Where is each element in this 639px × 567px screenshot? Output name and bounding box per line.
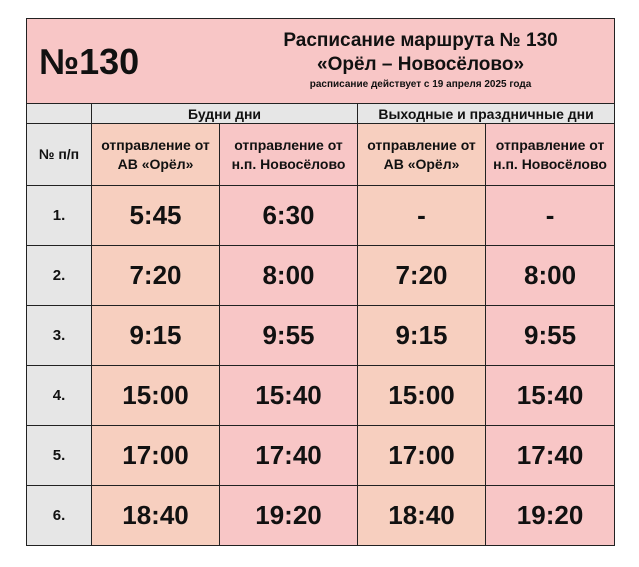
- group-weekends: Выходные и праздничные дни: [356, 103, 616, 124]
- departure-time: 15:40: [219, 365, 358, 426]
- departure-time: 15:40: [484, 365, 616, 426]
- row-number: 6.: [26, 485, 92, 546]
- departure-time: -: [357, 185, 486, 246]
- departure-time: 7:20: [357, 245, 486, 306]
- table-row: 4. 15:00 15:40 15:00 15:40: [26, 365, 616, 426]
- row-number: 2.: [26, 245, 92, 306]
- title-block: №130 Расписание маршрута № 130 «Орёл – Н…: [25, 18, 616, 104]
- departure-time: 9:55: [219, 305, 358, 366]
- departure-time: 18:40: [91, 485, 220, 546]
- row-number: 1.: [26, 185, 92, 246]
- row-number: 5.: [26, 425, 92, 486]
- column-header: отправление от АВ «Орёл»: [91, 123, 220, 186]
- row-number: 4.: [26, 365, 92, 426]
- departure-time: 8:00: [219, 245, 358, 306]
- departure-time: 7:20: [91, 245, 220, 306]
- departure-time: 15:00: [91, 365, 220, 426]
- route-badge: №130: [39, 41, 140, 82]
- departure-time: 17:00: [91, 425, 220, 486]
- table-row: 3. 9:15 9:55 9:15 9:55: [26, 305, 616, 366]
- table-row: 6. 18:40 19:20 18:40 19:20: [26, 485, 616, 546]
- num-header: № п/п: [26, 123, 92, 186]
- departure-time: 18:40: [357, 485, 486, 546]
- departure-time: 17:40: [484, 425, 616, 486]
- departure-time: 15:00: [357, 365, 486, 426]
- schedule-title: Расписание маршрута № 130: [283, 30, 558, 51]
- effective-date: расписание действует с 19 апреля 2025 го…: [309, 79, 532, 90]
- schedule-table: №130 Расписание маршрута № 130 «Орёл – Н…: [25, 18, 616, 546]
- route-name: «Орёл – Новосёлово»: [317, 54, 525, 75]
- departure-time: 19:20: [219, 485, 358, 546]
- blank-cell: [26, 103, 92, 124]
- departure-time: -: [484, 185, 616, 246]
- table-row: 5. 17:00 17:40 17:00 17:40: [26, 425, 616, 486]
- departure-time: 17:40: [219, 425, 358, 486]
- group-weekdays: Будни дни: [91, 103, 358, 124]
- departure-time: 8:00: [484, 245, 616, 306]
- departure-time: 19:20: [484, 485, 616, 546]
- departure-time: 9:15: [91, 305, 220, 366]
- table-row: 2. 7:20 8:00 7:20 8:00: [26, 245, 616, 306]
- column-header: отправление от н.п. Новосёлово: [484, 123, 616, 186]
- column-header: отправление от АВ «Орёл»: [357, 123, 486, 186]
- row-number: 3.: [26, 305, 92, 366]
- departure-time: 5:45: [91, 185, 220, 246]
- departure-time: 6:30: [219, 185, 358, 246]
- table-row: 1. 5:45 6:30- -: [26, 185, 616, 246]
- departure-time: 9:55: [484, 305, 616, 366]
- departure-time: 9:15: [357, 305, 486, 366]
- departure-time: 17:00: [357, 425, 486, 486]
- column-header: отправление от н.п. Новосёлово: [219, 123, 358, 186]
